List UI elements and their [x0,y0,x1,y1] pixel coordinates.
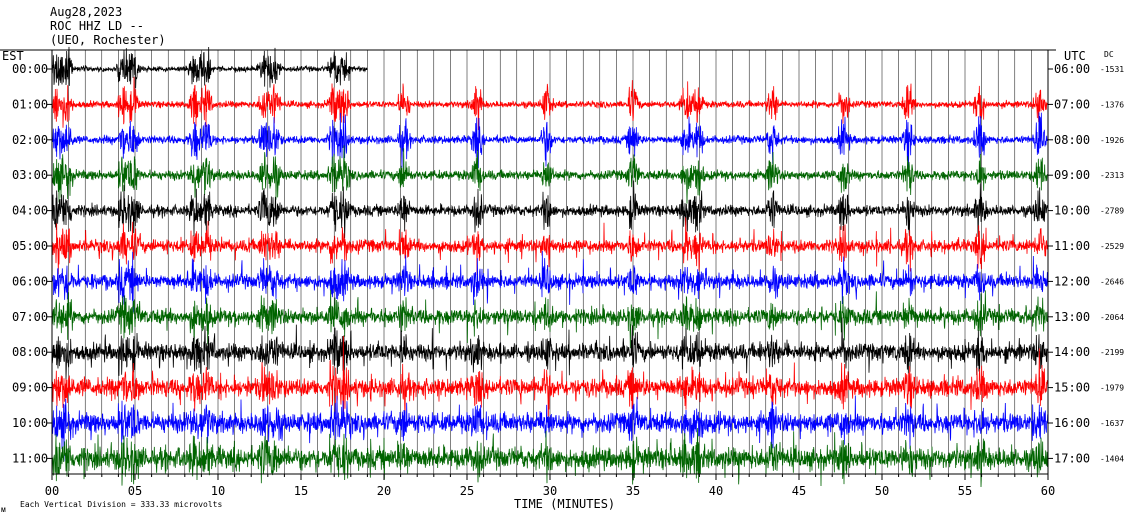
est-label: 11:00 [12,451,48,465]
est-label: 05:00 [12,239,48,253]
dc-title: DC [1104,50,1114,59]
utc-label: 10:00 [1054,204,1090,218]
trace-row-1100 [51,427,1049,487]
trace-row-0700 [51,290,1049,349]
station-channel: ROC HHZ LD -- [50,19,144,33]
dc-offset-label: -2646 [1100,277,1124,286]
x-tick-label: 05 [128,484,142,498]
x-tick-label: 00 [45,484,59,498]
x-tick-label: 25 [460,484,474,498]
utc-label: 17:00 [1054,451,1090,465]
est-label: 00:00 [12,62,48,76]
est-label: 10:00 [12,416,48,430]
trace-row-0100 [51,76,1049,131]
x-tick-label: 55 [958,484,972,498]
trace-row-0500 [51,217,1049,275]
trace-row-0800 [51,317,1049,381]
est-label: 09:00 [12,381,48,395]
utc-label: 14:00 [1054,345,1090,359]
est-label: 02:00 [12,133,48,147]
x-tick-label: 20 [377,484,391,498]
station-location: (UEO, Rochester) [50,33,166,47]
dc-offset-label: -2064 [1100,313,1124,322]
utc-label: 06:00 [1054,62,1090,76]
est-label: 07:00 [12,310,48,324]
x-tick-label: 40 [709,484,723,498]
dc-offset-label: -2529 [1100,242,1124,251]
x-axis-title: TIME (MINUTES) [514,497,615,511]
corner-mark: ᴍ [1,505,6,514]
left-axis-title: EST [2,49,24,63]
est-label: 04:00 [12,204,48,218]
est-label: 03:00 [12,168,48,182]
grid-lines [68,50,1032,474]
x-tick-label: 10 [211,484,225,498]
x-tick-label: 50 [875,484,889,498]
dc-offset-label: -1376 [1100,100,1124,109]
utc-label: 08:00 [1054,133,1090,147]
utc-label: 12:00 [1054,274,1090,288]
est-label: 06:00 [12,274,48,288]
x-tick-label: 15 [294,484,308,498]
dc-offset-label: -1637 [1100,419,1124,428]
trace-row-0600 [51,251,1049,313]
dc-offset-label: -1531 [1100,65,1124,74]
scale-note: Each Vertical Division = 333.33 microvol… [20,500,222,509]
est-label: 01:00 [12,97,48,111]
utc-label: 09:00 [1054,168,1090,182]
trace-row-0000 [51,46,368,89]
utc-label: 15:00 [1054,381,1090,395]
dc-offset-label: -1979 [1100,384,1124,393]
utc-label: 13:00 [1054,310,1090,324]
trace-row-1000 [51,395,1049,462]
trace-row-0200 [51,112,1049,169]
trace-row-0400 [51,180,1049,239]
right-axis-title: UTC [1064,49,1086,63]
trace-row-0300 [51,145,1049,204]
utc-label: 11:00 [1054,239,1090,253]
dc-offset-label: -2313 [1100,171,1124,180]
x-axis-ticks: 00 05 10 15 20 25 30 35 40 45 50 55 60 [45,474,1055,498]
est-label: 08:00 [12,345,48,359]
x-tick-label: 45 [792,484,806,498]
dc-offset-label: -1404 [1100,454,1124,463]
dc-offset-label: -2789 [1100,207,1124,216]
station-date: Aug28,2023 [50,5,122,19]
trace-row-0900 [51,336,1049,420]
x-tick-label: 35 [626,484,640,498]
seismic-traces [51,46,1049,487]
x-tick-label: 30 [543,484,557,498]
dc-offset-label: -2199 [1100,348,1124,357]
row-labels: 00:00 06:00 -1531 01:00 07:00 -1376 02:00 08:00… [12,62,1124,465]
x-tick-label: 60 [1041,484,1055,498]
utc-label: 07:00 [1054,97,1090,111]
utc-label: 16:00 [1054,416,1090,430]
dc-offset-label: -1926 [1100,136,1124,145]
